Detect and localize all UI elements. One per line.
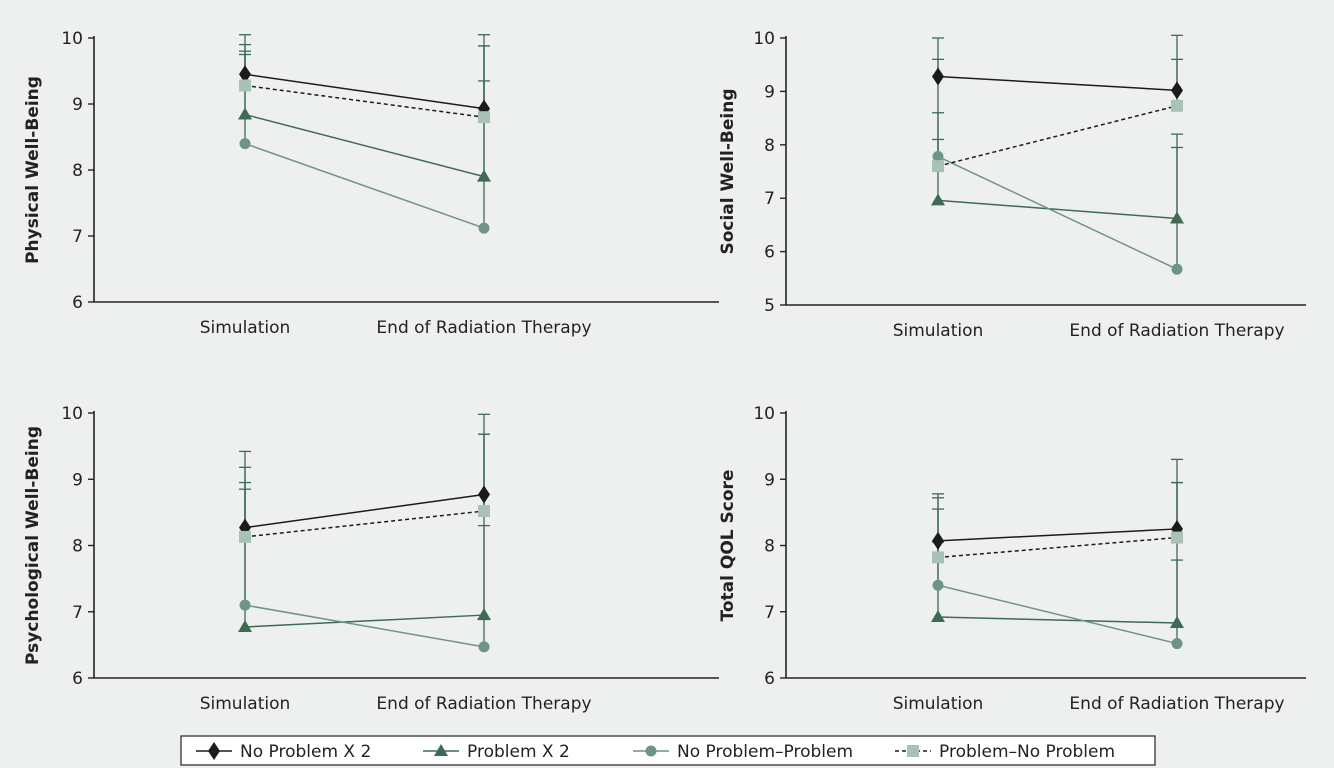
data-point [477, 169, 491, 182]
legend-label: No Problem X 2 [240, 742, 371, 762]
series-line [244, 604, 485, 648]
series-line [937, 616, 1178, 624]
legend-item: No Problem–Problem [633, 742, 853, 762]
y-tick-label: 7 [764, 603, 775, 623]
y-tick-label: 10 [61, 404, 83, 424]
y-tick-label: 7 [72, 227, 83, 247]
y-tick-label: 9 [72, 470, 83, 490]
y-tick-label: 6 [72, 669, 83, 689]
legend-marker [434, 744, 448, 756]
series-line [937, 536, 1178, 559]
legend-label: Problem X 2 [467, 742, 570, 762]
y-tick-label: 8 [764, 537, 775, 557]
y-tick-label: 10 [61, 29, 83, 49]
legend-marker [907, 745, 919, 757]
y-tick-label: 10 [753, 404, 775, 424]
x-category-label: End of Radiation Therapy [376, 694, 591, 714]
x-category-label: Simulation [200, 318, 291, 338]
legend-marker [645, 745, 657, 757]
y-tick-label: 6 [72, 293, 83, 313]
data-point [1170, 616, 1184, 629]
legend: No Problem X 2 Problem X 2 No Problem–Prob… [180, 735, 1156, 766]
series-line [244, 142, 485, 229]
series-line [937, 75, 1178, 92]
data-point [239, 79, 251, 92]
data-point [239, 530, 251, 543]
x-category-label: Simulation [893, 694, 984, 714]
data-point [239, 65, 251, 84]
y-tick-label: 9 [72, 95, 83, 115]
y-axis-title: Psychological Well-Being [23, 426, 43, 665]
data-point [478, 641, 490, 653]
series-line [937, 584, 1178, 645]
y-tick-label: 7 [764, 189, 775, 209]
legend-item: No Problem X 2 [196, 742, 371, 762]
legend-item: Problem X 2 [423, 742, 570, 762]
y-tick-label: 9 [764, 470, 775, 490]
y-tick-label: 10 [753, 29, 775, 49]
data-point [1170, 211, 1184, 224]
data-point [478, 222, 490, 234]
data-point [1171, 638, 1183, 650]
y-tick-label: 5 [764, 296, 775, 316]
series-line [244, 493, 485, 529]
chart-panel-2: 5 6 7 8 9 10 Simulation End of Radiation Therap… [718, 29, 1306, 341]
data-point [239, 138, 251, 150]
series-line [244, 73, 485, 110]
x-category-label: Simulation [893, 321, 984, 341]
series-line [244, 614, 485, 628]
data-point [478, 485, 490, 504]
y-axis-title: Total QOL Score [718, 470, 738, 622]
legend-label: Problem–No Problem [939, 742, 1115, 762]
data-point [932, 579, 944, 591]
data-point [932, 67, 944, 86]
x-category-label: End of Radiation Therapy [1069, 321, 1284, 341]
data-point [238, 107, 252, 120]
data-point [238, 619, 252, 632]
series-line [937, 528, 1178, 542]
y-tick-label: 9 [764, 82, 775, 102]
y-axis-title: Social Well-Being [718, 88, 738, 254]
data-point [1171, 531, 1183, 544]
data-point [932, 551, 944, 564]
y-tick-label: 6 [764, 243, 775, 263]
data-point [1171, 99, 1183, 112]
y-tick-label: 7 [72, 603, 83, 623]
x-category-label: End of Radiation Therapy [1069, 694, 1284, 714]
series-line [244, 510, 485, 538]
y-tick-label: 8 [764, 136, 775, 156]
data-point [478, 111, 490, 124]
legend-marker [208, 742, 220, 760]
data-point [1171, 81, 1183, 100]
legend-label: No Problem–Problem [677, 742, 853, 762]
data-point [1171, 263, 1183, 275]
data-point [478, 505, 490, 518]
data-point [477, 608, 491, 621]
data-point [931, 193, 945, 206]
series-line [244, 113, 485, 178]
chart-panel-3: 6 7 8 9 10 Simulation End of Radiation Therapy… [23, 404, 719, 714]
y-axis-title: Physical Well-Being [23, 76, 43, 264]
series-line [937, 155, 1178, 270]
chart-panel-1: 6 7 8 9 10 Simulation End of Radiation Therapy… [23, 29, 719, 338]
y-tick-label: 6 [764, 669, 775, 689]
x-category-label: Simulation [200, 694, 291, 714]
data-point [239, 599, 251, 611]
series-line [937, 105, 1178, 167]
data-point [932, 160, 944, 173]
data-point [932, 531, 944, 550]
y-tick-label: 8 [72, 161, 83, 181]
x-category-label: End of Radiation Therapy [376, 318, 591, 338]
data-point [932, 151, 944, 163]
data-point [931, 610, 945, 623]
legend-item: Problem–No Problem [895, 742, 1115, 762]
chart-panel-4: 6 7 8 9 10 Simulation End of Radiation Therapy… [718, 404, 1306, 714]
series-line [937, 199, 1178, 220]
series-line [244, 84, 485, 118]
y-tick-label: 8 [72, 537, 83, 557]
